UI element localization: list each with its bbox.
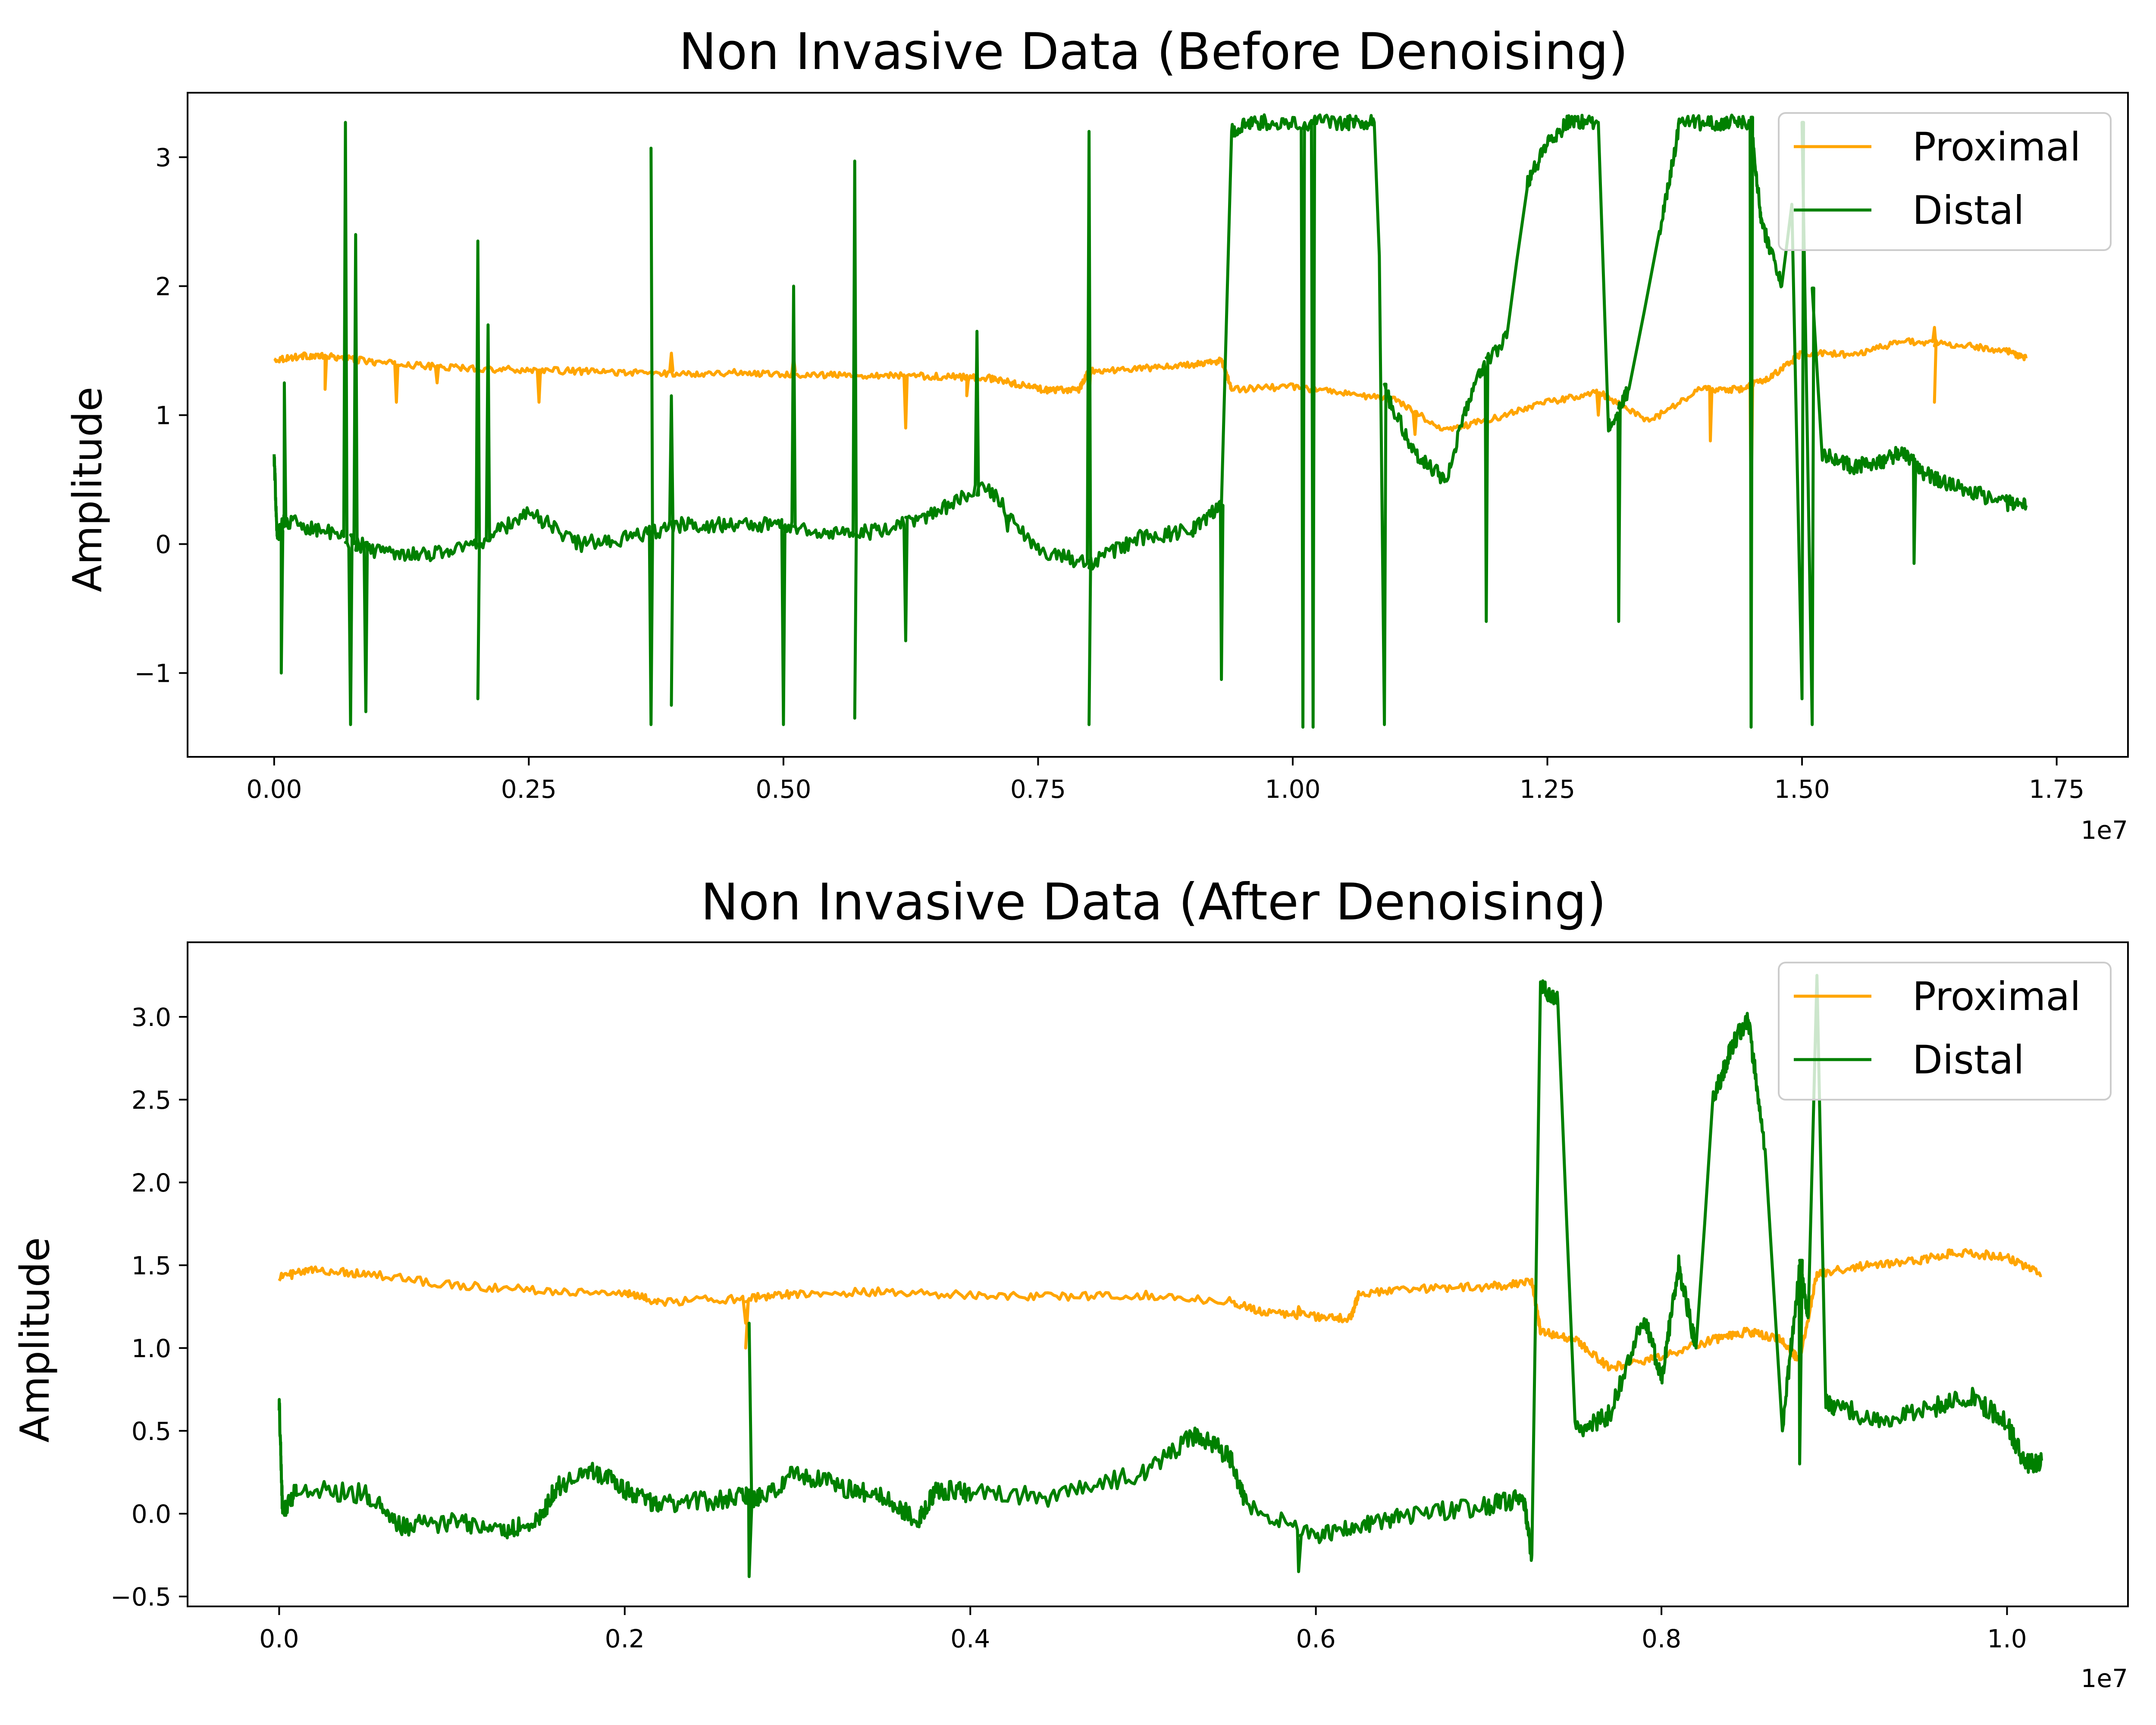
y-tick-label: 2.5 xyxy=(132,1085,171,1115)
y-tick-label: 0.0 xyxy=(132,1499,171,1529)
x-tick-label: 1.0 xyxy=(1987,1624,2027,1653)
x-tick-label: 1.50 xyxy=(1774,775,1830,804)
legend-distal-label: Distal xyxy=(1912,188,2024,233)
legend: Proximal Distal xyxy=(1778,112,2112,251)
y-tick-label: 0.5 xyxy=(132,1417,171,1446)
legend: Proximal Distal xyxy=(1778,962,2112,1101)
y-tick-label: 1 xyxy=(155,401,171,430)
x-axis-offset-label: 1e7 xyxy=(2081,1664,2128,1693)
legend-proximal-label: Proximal xyxy=(1912,125,2081,170)
chart-after-denoising: Non Invasive Data (After Denoising) Ampl… xyxy=(12,872,2129,1693)
x-tick-label: 0.00 xyxy=(246,775,302,804)
y-axis-label: Amplitude xyxy=(64,387,111,593)
x-tick-label: 1.00 xyxy=(1265,775,1320,804)
y-tick-label: −1 xyxy=(135,659,172,688)
x-tick-label: 0.8 xyxy=(1642,1624,1681,1653)
chart-title: Non Invasive Data (After Denoising) xyxy=(701,872,1606,932)
series-proximal-line xyxy=(278,1248,2043,1372)
legend-proximal-label: Proximal xyxy=(1912,974,2081,1019)
y-tick-label: 2.0 xyxy=(132,1168,171,1198)
x-tick-label: 0.75 xyxy=(1010,775,1066,804)
x-tick-label: 0.0 xyxy=(259,1624,299,1653)
y-tick-label: 0 xyxy=(155,530,171,559)
y-tick-label: 1.5 xyxy=(132,1251,171,1280)
y-tick-label: 1.0 xyxy=(132,1334,171,1363)
y-axis-label: Amplitude xyxy=(12,1237,58,1443)
x-tick-label: 0.2 xyxy=(605,1624,645,1653)
chart-before-denoising: Non Invasive Data (Before Denoising) Amp… xyxy=(64,22,2129,845)
chart-title: Non Invasive Data (Before Denoising) xyxy=(679,22,1628,81)
x-tick-label: 1.75 xyxy=(2029,775,2084,804)
x-tick-label: 0.4 xyxy=(950,1624,990,1653)
legend-distal-label: Distal xyxy=(1912,1038,2024,1083)
series-distal-line xyxy=(277,974,2043,1578)
x-tick-label: 0.6 xyxy=(1296,1624,1336,1653)
x-tick-label: 0.25 xyxy=(501,775,557,804)
y-tick-label: 2 xyxy=(155,272,171,301)
plot-frame xyxy=(187,941,2129,1607)
series-distal-line xyxy=(273,113,2028,729)
y-tick-label: −0.5 xyxy=(110,1582,171,1612)
x-tick-label: 1.25 xyxy=(1520,775,1575,804)
x-tick-label: 0.50 xyxy=(755,775,811,804)
x-axis-offset-label: 1e7 xyxy=(2081,815,2128,845)
plot-frame xyxy=(187,92,2129,758)
y-tick-label: 3.0 xyxy=(132,1003,171,1032)
y-tick-label: 3 xyxy=(155,143,171,172)
